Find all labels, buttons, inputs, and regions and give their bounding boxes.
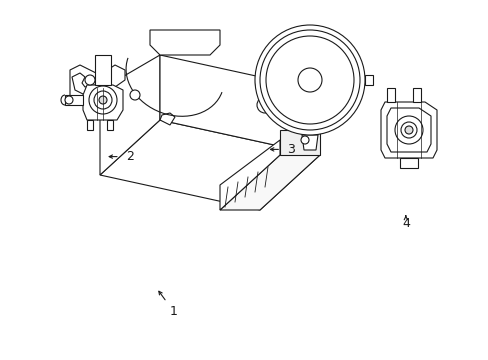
- Polygon shape: [83, 85, 123, 120]
- Circle shape: [394, 116, 422, 144]
- Polygon shape: [220, 155, 319, 210]
- Polygon shape: [286, 90, 332, 120]
- Circle shape: [301, 121, 308, 129]
- Polygon shape: [100, 55, 160, 175]
- Circle shape: [265, 36, 353, 124]
- Polygon shape: [150, 30, 220, 55]
- Polygon shape: [107, 120, 113, 130]
- Polygon shape: [280, 130, 319, 155]
- Polygon shape: [299, 65, 334, 105]
- Circle shape: [404, 126, 412, 134]
- Circle shape: [297, 68, 321, 92]
- Polygon shape: [386, 88, 394, 102]
- Circle shape: [254, 25, 364, 135]
- Polygon shape: [269, 57, 300, 103]
- Polygon shape: [364, 75, 372, 85]
- Polygon shape: [286, 40, 332, 70]
- Text: 4: 4: [401, 217, 409, 230]
- Circle shape: [99, 96, 107, 104]
- Polygon shape: [399, 158, 417, 168]
- Polygon shape: [412, 88, 420, 102]
- Text: 2: 2: [125, 150, 133, 163]
- Circle shape: [260, 30, 359, 130]
- Circle shape: [89, 86, 117, 114]
- Polygon shape: [302, 135, 317, 150]
- Circle shape: [311, 66, 324, 78]
- Polygon shape: [95, 55, 111, 85]
- Polygon shape: [386, 108, 430, 152]
- Text: 1: 1: [169, 305, 177, 318]
- Polygon shape: [319, 57, 349, 103]
- Circle shape: [94, 91, 112, 109]
- Polygon shape: [254, 75, 263, 85]
- Polygon shape: [87, 120, 93, 130]
- Polygon shape: [70, 65, 125, 105]
- Polygon shape: [160, 113, 175, 125]
- Circle shape: [301, 136, 308, 144]
- Polygon shape: [220, 140, 280, 210]
- Polygon shape: [72, 73, 100, 95]
- Circle shape: [130, 90, 140, 100]
- Polygon shape: [65, 95, 83, 105]
- Circle shape: [65, 96, 73, 104]
- Text: 3: 3: [286, 143, 294, 156]
- Circle shape: [85, 75, 95, 85]
- Circle shape: [257, 97, 272, 113]
- Polygon shape: [100, 120, 319, 210]
- Circle shape: [400, 122, 416, 138]
- Polygon shape: [160, 55, 319, 155]
- Polygon shape: [380, 102, 436, 158]
